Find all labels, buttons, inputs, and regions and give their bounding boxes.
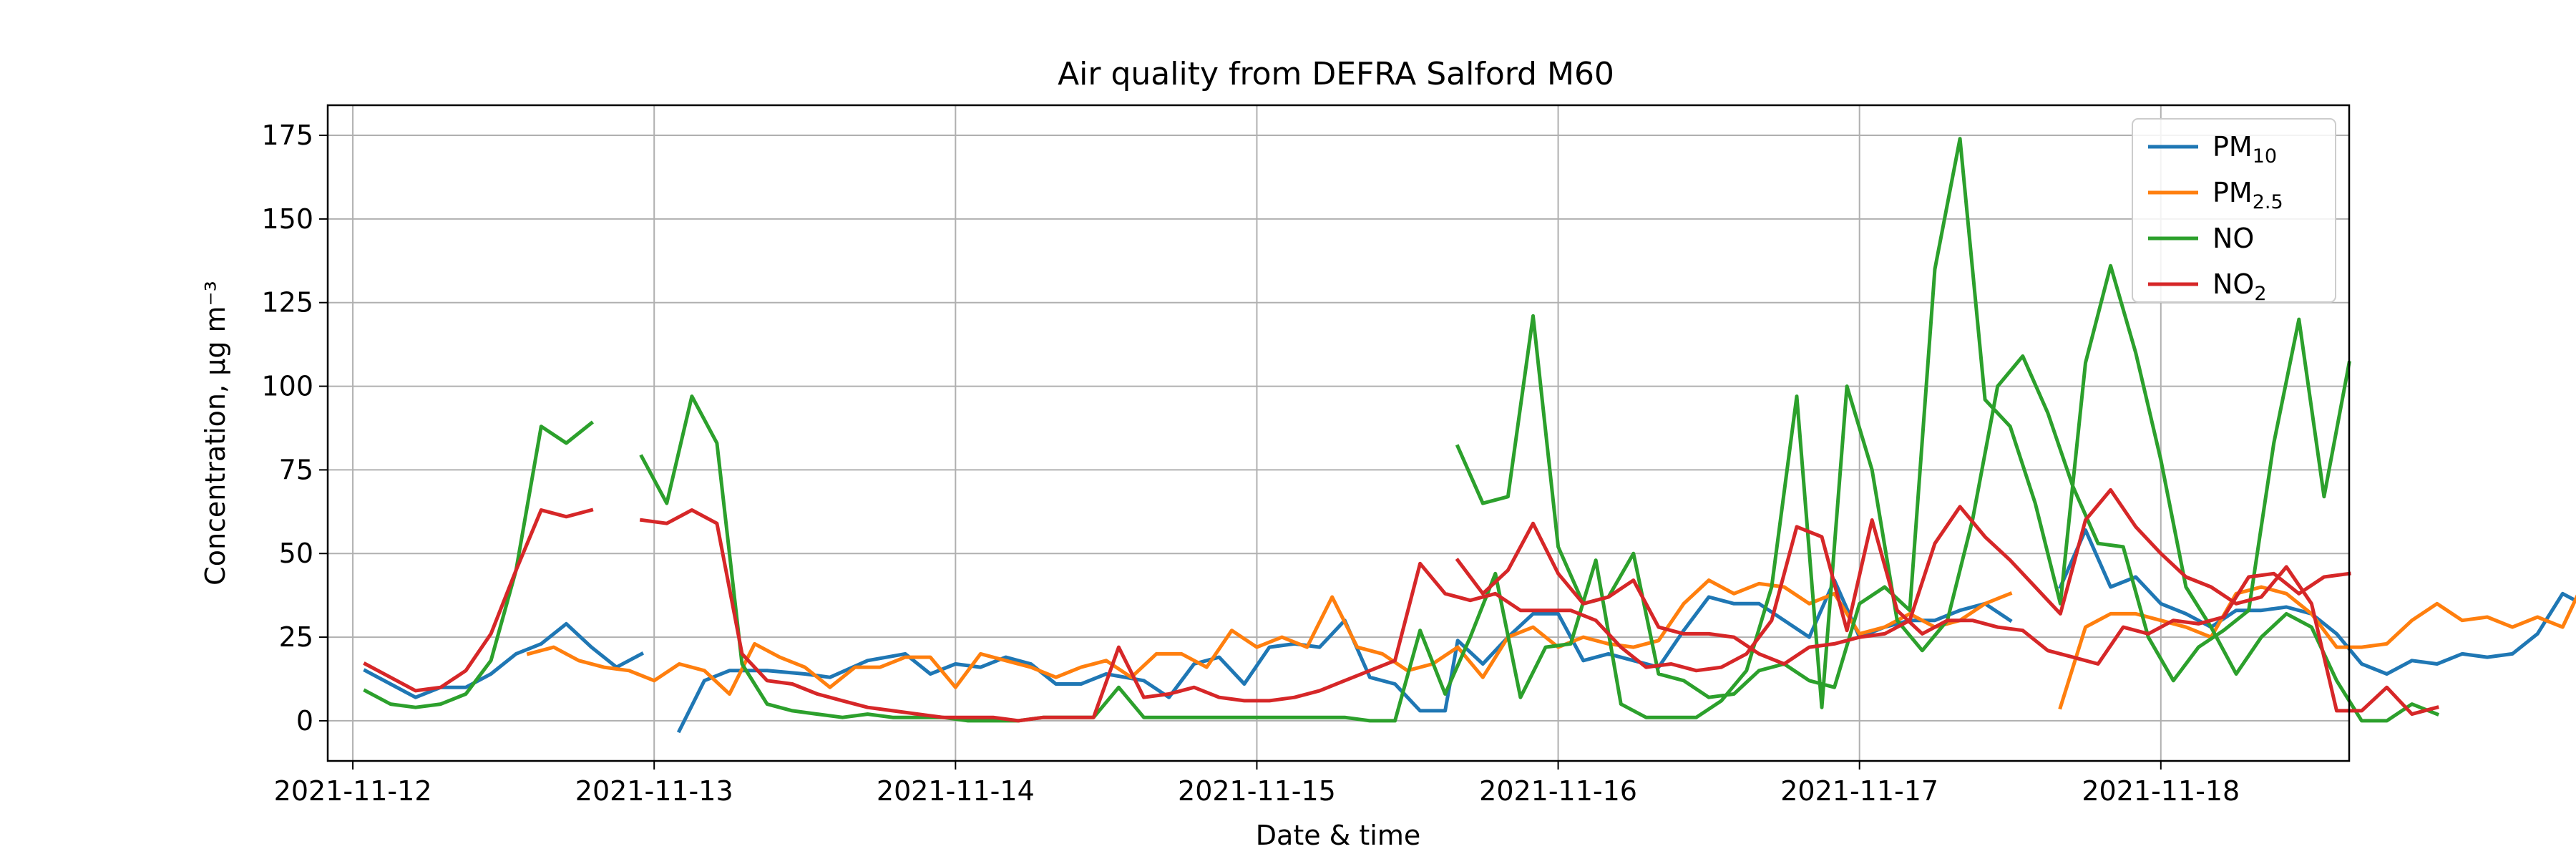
legend-label-subscript: 2 (2254, 283, 2266, 305)
series-line-0 (363, 528, 2576, 734)
legend-box (2132, 118, 2336, 303)
series-line-1 (526, 578, 2576, 710)
y-tick-label: 100 (261, 371, 313, 402)
legend-label: NO (2212, 223, 2254, 254)
y-tick-label: 125 (261, 287, 313, 319)
y-tick-label: 0 (296, 705, 313, 737)
grid (328, 105, 2349, 761)
legend-label: PM2.5 (2212, 177, 2283, 213)
x-tick-label: 2021-11-17 (1780, 775, 1938, 807)
y-tick-label: 50 (279, 538, 313, 569)
chart-title: Air quality from DEFRA Salford M60 (1058, 56, 1614, 92)
legend-label-main: PM (2212, 177, 2253, 208)
legend-label-main: NO (2212, 268, 2254, 300)
legend-label-subscript: 2.5 (2253, 191, 2283, 213)
legend-label: NO2 (2212, 268, 2267, 305)
y-tick-label: 150 (261, 203, 313, 235)
plot-frame (326, 104, 2351, 762)
x-axis-label: Date & time (1256, 820, 1420, 851)
legend-label-subscript: 10 (2253, 145, 2277, 168)
x-tick-label: 2021-11-14 (877, 775, 1035, 807)
series-line-2 (363, 137, 2440, 723)
x-tick-label: 2021-11-15 (1178, 775, 1336, 807)
series-line-3 (363, 487, 2439, 723)
legend-label-main: PM (2212, 131, 2253, 162)
y-tick-label: 25 (279, 621, 313, 653)
y-axis-label: Concentration, μg m⁻³ (200, 281, 231, 586)
x-tick-label: 2021-11-16 (1479, 775, 1637, 807)
y-tick-label: 75 (279, 454, 313, 485)
x-axis-ticks: 2021-11-12 2021-11-13 2021-11-14 2021-11-15… (274, 761, 2240, 807)
x-tick-label: 2021-11-18 (2082, 775, 2240, 807)
x-tick-label: 2021-11-12 (274, 775, 432, 807)
y-axis-ticks: 0 25 50 75 100 125 150 175 (261, 120, 328, 737)
y-tick-label: 175 (261, 120, 313, 151)
x-tick-label: 2021-11-13 (575, 775, 733, 807)
legend-label-main: NO (2212, 223, 2254, 254)
legend-label: PM10 (2212, 131, 2277, 168)
plot-series (363, 137, 2576, 734)
